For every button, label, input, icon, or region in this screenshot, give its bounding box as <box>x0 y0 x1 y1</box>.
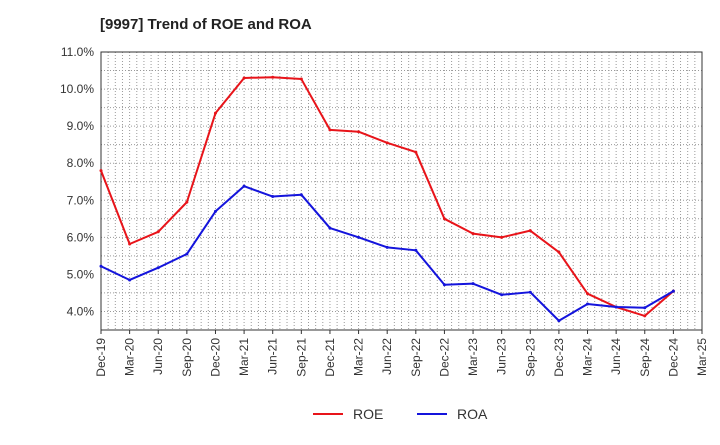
y-tick-label: 10.0% <box>60 82 94 96</box>
data-point <box>128 278 132 282</box>
data-point <box>299 193 303 197</box>
plot-border <box>100 51 703 331</box>
data-point <box>671 289 675 293</box>
data-point <box>442 217 446 221</box>
x-tick-label: Dec-24 <box>666 338 680 377</box>
y-tick-label: 7.0% <box>67 193 95 207</box>
x-tick-label: Sep-20 <box>180 338 194 377</box>
x-tick-label: Jun-22 <box>380 338 394 375</box>
x-tick-label: Mar-23 <box>466 338 480 376</box>
data-point <box>328 226 332 230</box>
data-point <box>299 77 303 81</box>
x-axis-labels: Dec-19 Mar-20 Jun-20 Sep-20 Dec-20 Mar-21 Jun-… <box>94 330 709 377</box>
data-point <box>528 290 532 294</box>
y-tick-label: 8.0% <box>67 156 95 170</box>
data-point <box>328 128 332 132</box>
x-tick-label: Sep-21 <box>294 338 308 377</box>
y-tick-label: 11.0% <box>61 45 94 59</box>
x-tick-label: Dec-22 <box>437 338 451 377</box>
data-point <box>643 314 647 318</box>
data-point <box>414 248 418 252</box>
grid-lines <box>101 52 702 330</box>
x-tick-label: Jun-24 <box>609 338 623 375</box>
data-point <box>357 130 361 134</box>
x-tick-label: Jun-21 <box>266 338 280 375</box>
x-tick-label: Dec-20 <box>208 338 222 377</box>
data-point <box>385 245 389 249</box>
data-point <box>185 200 189 204</box>
x-tick-label: Dec-23 <box>552 338 566 377</box>
data-point <box>643 306 647 310</box>
x-tick-label: Sep-24 <box>638 338 652 377</box>
data-point <box>586 292 590 296</box>
data-point <box>242 184 246 188</box>
data-point <box>99 264 103 268</box>
y-tick-label: 4.0% <box>67 304 95 318</box>
data-point <box>156 266 160 270</box>
data-point <box>357 235 361 239</box>
data-point <box>500 235 504 239</box>
x-tick-label: Dec-19 <box>94 338 108 377</box>
data-point <box>99 169 103 173</box>
y-tick-label: 5.0% <box>67 267 95 281</box>
x-tick-label: Sep-22 <box>409 338 423 377</box>
x-tick-label: Dec-21 <box>323 338 337 377</box>
data-point <box>213 209 217 213</box>
chart-title: [9997] Trend of ROE and ROA <box>100 16 312 33</box>
data-point <box>213 111 217 115</box>
legend-label-roe: ROE <box>353 406 383 422</box>
series-roa <box>99 184 675 323</box>
x-tick-label: Jun-20 <box>151 338 165 375</box>
x-tick-label: Mar-24 <box>581 338 595 376</box>
data-point <box>557 250 561 254</box>
y-axis-labels: 4.0% 5.0% 6.0% 7.0% 8.0% 9.0% 10.0% 11.0% <box>60 45 94 318</box>
data-point <box>471 282 475 286</box>
data-point <box>500 293 504 297</box>
legend-label-roa: ROA <box>457 406 488 422</box>
data-point <box>414 150 418 154</box>
data-point <box>471 232 475 236</box>
series-roe <box>99 75 675 318</box>
x-tick-label: Mar-21 <box>237 338 251 376</box>
x-tick-label: Jun-23 <box>495 338 509 375</box>
y-tick-label: 6.0% <box>67 230 95 244</box>
data-point <box>242 76 246 80</box>
data-point <box>185 252 189 256</box>
x-tick-label: Mar-20 <box>123 338 137 376</box>
data-point <box>586 302 590 306</box>
data-point <box>271 75 275 79</box>
legend: ROE ROA <box>313 406 488 422</box>
data-point <box>128 242 132 246</box>
x-tick-label: Mar-25 <box>695 338 709 376</box>
data-point <box>528 229 532 233</box>
data-point <box>557 319 561 323</box>
data-point <box>156 230 160 234</box>
data-point <box>442 283 446 287</box>
data-point <box>271 195 275 199</box>
x-tick-label: Mar-22 <box>352 338 366 376</box>
data-point <box>385 141 389 145</box>
y-tick-label: 9.0% <box>67 119 95 133</box>
x-tick-label: Sep-23 <box>523 338 537 377</box>
data-point <box>614 305 618 309</box>
